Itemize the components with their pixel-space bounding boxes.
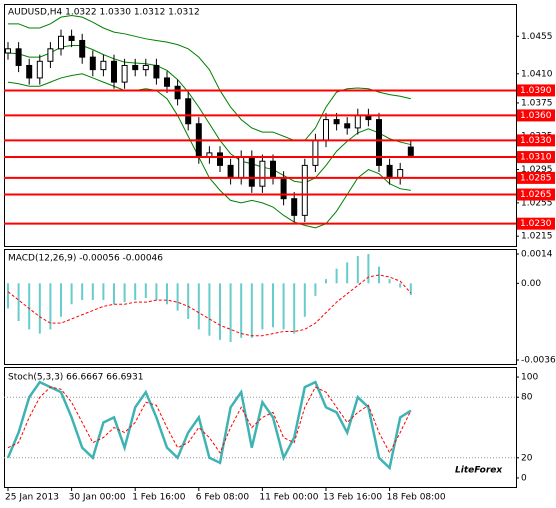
- y-tick-label: 1.0255: [521, 198, 553, 208]
- y-tick-label: 1.0455: [521, 32, 553, 42]
- candle-body: [100, 60, 107, 71]
- candle-body: [174, 85, 181, 100]
- y-tick-label: 1.0375: [521, 98, 553, 108]
- y-tick-label: 100: [521, 373, 538, 383]
- y-tick-label: 1.0295: [521, 165, 553, 175]
- y-tick-label: 0: [521, 473, 527, 483]
- level-label-box: [517, 84, 555, 97]
- macd-panel: [4, 249, 517, 365]
- candle-body: [238, 156, 245, 179]
- candle-body: [376, 119, 382, 166]
- candle-body: [217, 152, 223, 166]
- candle-body: [47, 48, 54, 62]
- candle-body: [111, 60, 117, 83]
- candle-body: [58, 35, 64, 50]
- candle-body: [121, 64, 128, 83]
- level-label: 1.0285: [520, 173, 552, 183]
- y-tick-label: 80: [521, 393, 533, 403]
- candle-body: [164, 77, 170, 87]
- level-label-box: [517, 109, 555, 122]
- candle-body: [248, 156, 255, 187]
- candle-body: [153, 64, 160, 79]
- candle-body: [79, 39, 86, 58]
- candle-body: [386, 164, 393, 179]
- candle-body: [259, 160, 266, 187]
- y-tick-label: 0.0014: [521, 250, 553, 260]
- level-label: 1.0330: [520, 136, 552, 146]
- level-label-box: [517, 217, 555, 230]
- candle-body: [15, 48, 22, 66]
- candle-body: [354, 114, 361, 129]
- candle-body: [344, 123, 351, 129]
- candle-body: [333, 119, 340, 125]
- candle-body: [280, 177, 287, 200]
- x-tick-label: 6 Feb 08:00: [196, 493, 250, 503]
- level-label: 1.0390: [520, 86, 552, 96]
- level-label: 1.0360: [520, 111, 552, 121]
- stoch-main: [6, 380, 412, 471]
- candle-body: [142, 64, 149, 71]
- candle-body: [301, 164, 308, 216]
- candle-body: [89, 56, 96, 71]
- y-tick-label: 0.00: [521, 279, 541, 289]
- panel-title: Stoch(5,3,3) 66.6667 66.6931: [8, 373, 143, 383]
- candle-body: [407, 146, 414, 156]
- level-label-box: [517, 188, 555, 201]
- candle-body: [270, 160, 276, 179]
- candle-body: [132, 64, 139, 71]
- stoch-signal: [7, 386, 412, 454]
- panel-title: MACD(12,26,9) -0.00056 -0.00046: [8, 254, 163, 264]
- candle-body: [36, 60, 43, 79]
- x-tick-label: 1 Feb 16:00: [132, 493, 186, 503]
- candle-body: [68, 35, 75, 41]
- y-tick-label: 1.0410: [521, 69, 553, 79]
- panel-title: AUDUSD,H4 1.0322 1.0330 1.0312 1.0312: [8, 8, 200, 18]
- x-tick-label: 13 Feb 16:00: [323, 493, 382, 503]
- candle-body: [312, 139, 319, 166]
- candle-body: [26, 64, 33, 79]
- candle-body: [5, 48, 11, 54]
- level-label-box: [517, 134, 555, 147]
- y-tick-label: -0.00366: [521, 356, 556, 366]
- price-panel: [4, 4, 517, 247]
- x-tick-label: 30 Jan 00:00: [69, 493, 126, 503]
- level-label: 1.0265: [520, 190, 552, 200]
- candle-body: [185, 98, 192, 125]
- candle-body: [227, 164, 234, 179]
- x-tick-label: 18 Feb 08:00: [387, 493, 446, 503]
- level-label-box: [517, 171, 555, 184]
- candle-body: [323, 119, 329, 141]
- candle-body: [291, 198, 298, 216]
- stoch-panel: [4, 367, 517, 488]
- bollinger-middle: [7, 44, 411, 184]
- y-tick-label: 1.0215: [521, 232, 553, 242]
- y-tick-label: 20: [521, 453, 533, 463]
- macd-signal: [7, 274, 412, 337]
- level-label-box: [517, 151, 555, 164]
- level-label: 1.0230: [520, 219, 552, 229]
- x-tick-label: 11 Feb 00:00: [259, 493, 318, 503]
- candle-body: [397, 169, 404, 179]
- level-label: 1.0310: [520, 153, 552, 163]
- x-tick-label: 25 Jan 2013: [5, 493, 59, 503]
- watermark: LiteForex: [455, 466, 503, 476]
